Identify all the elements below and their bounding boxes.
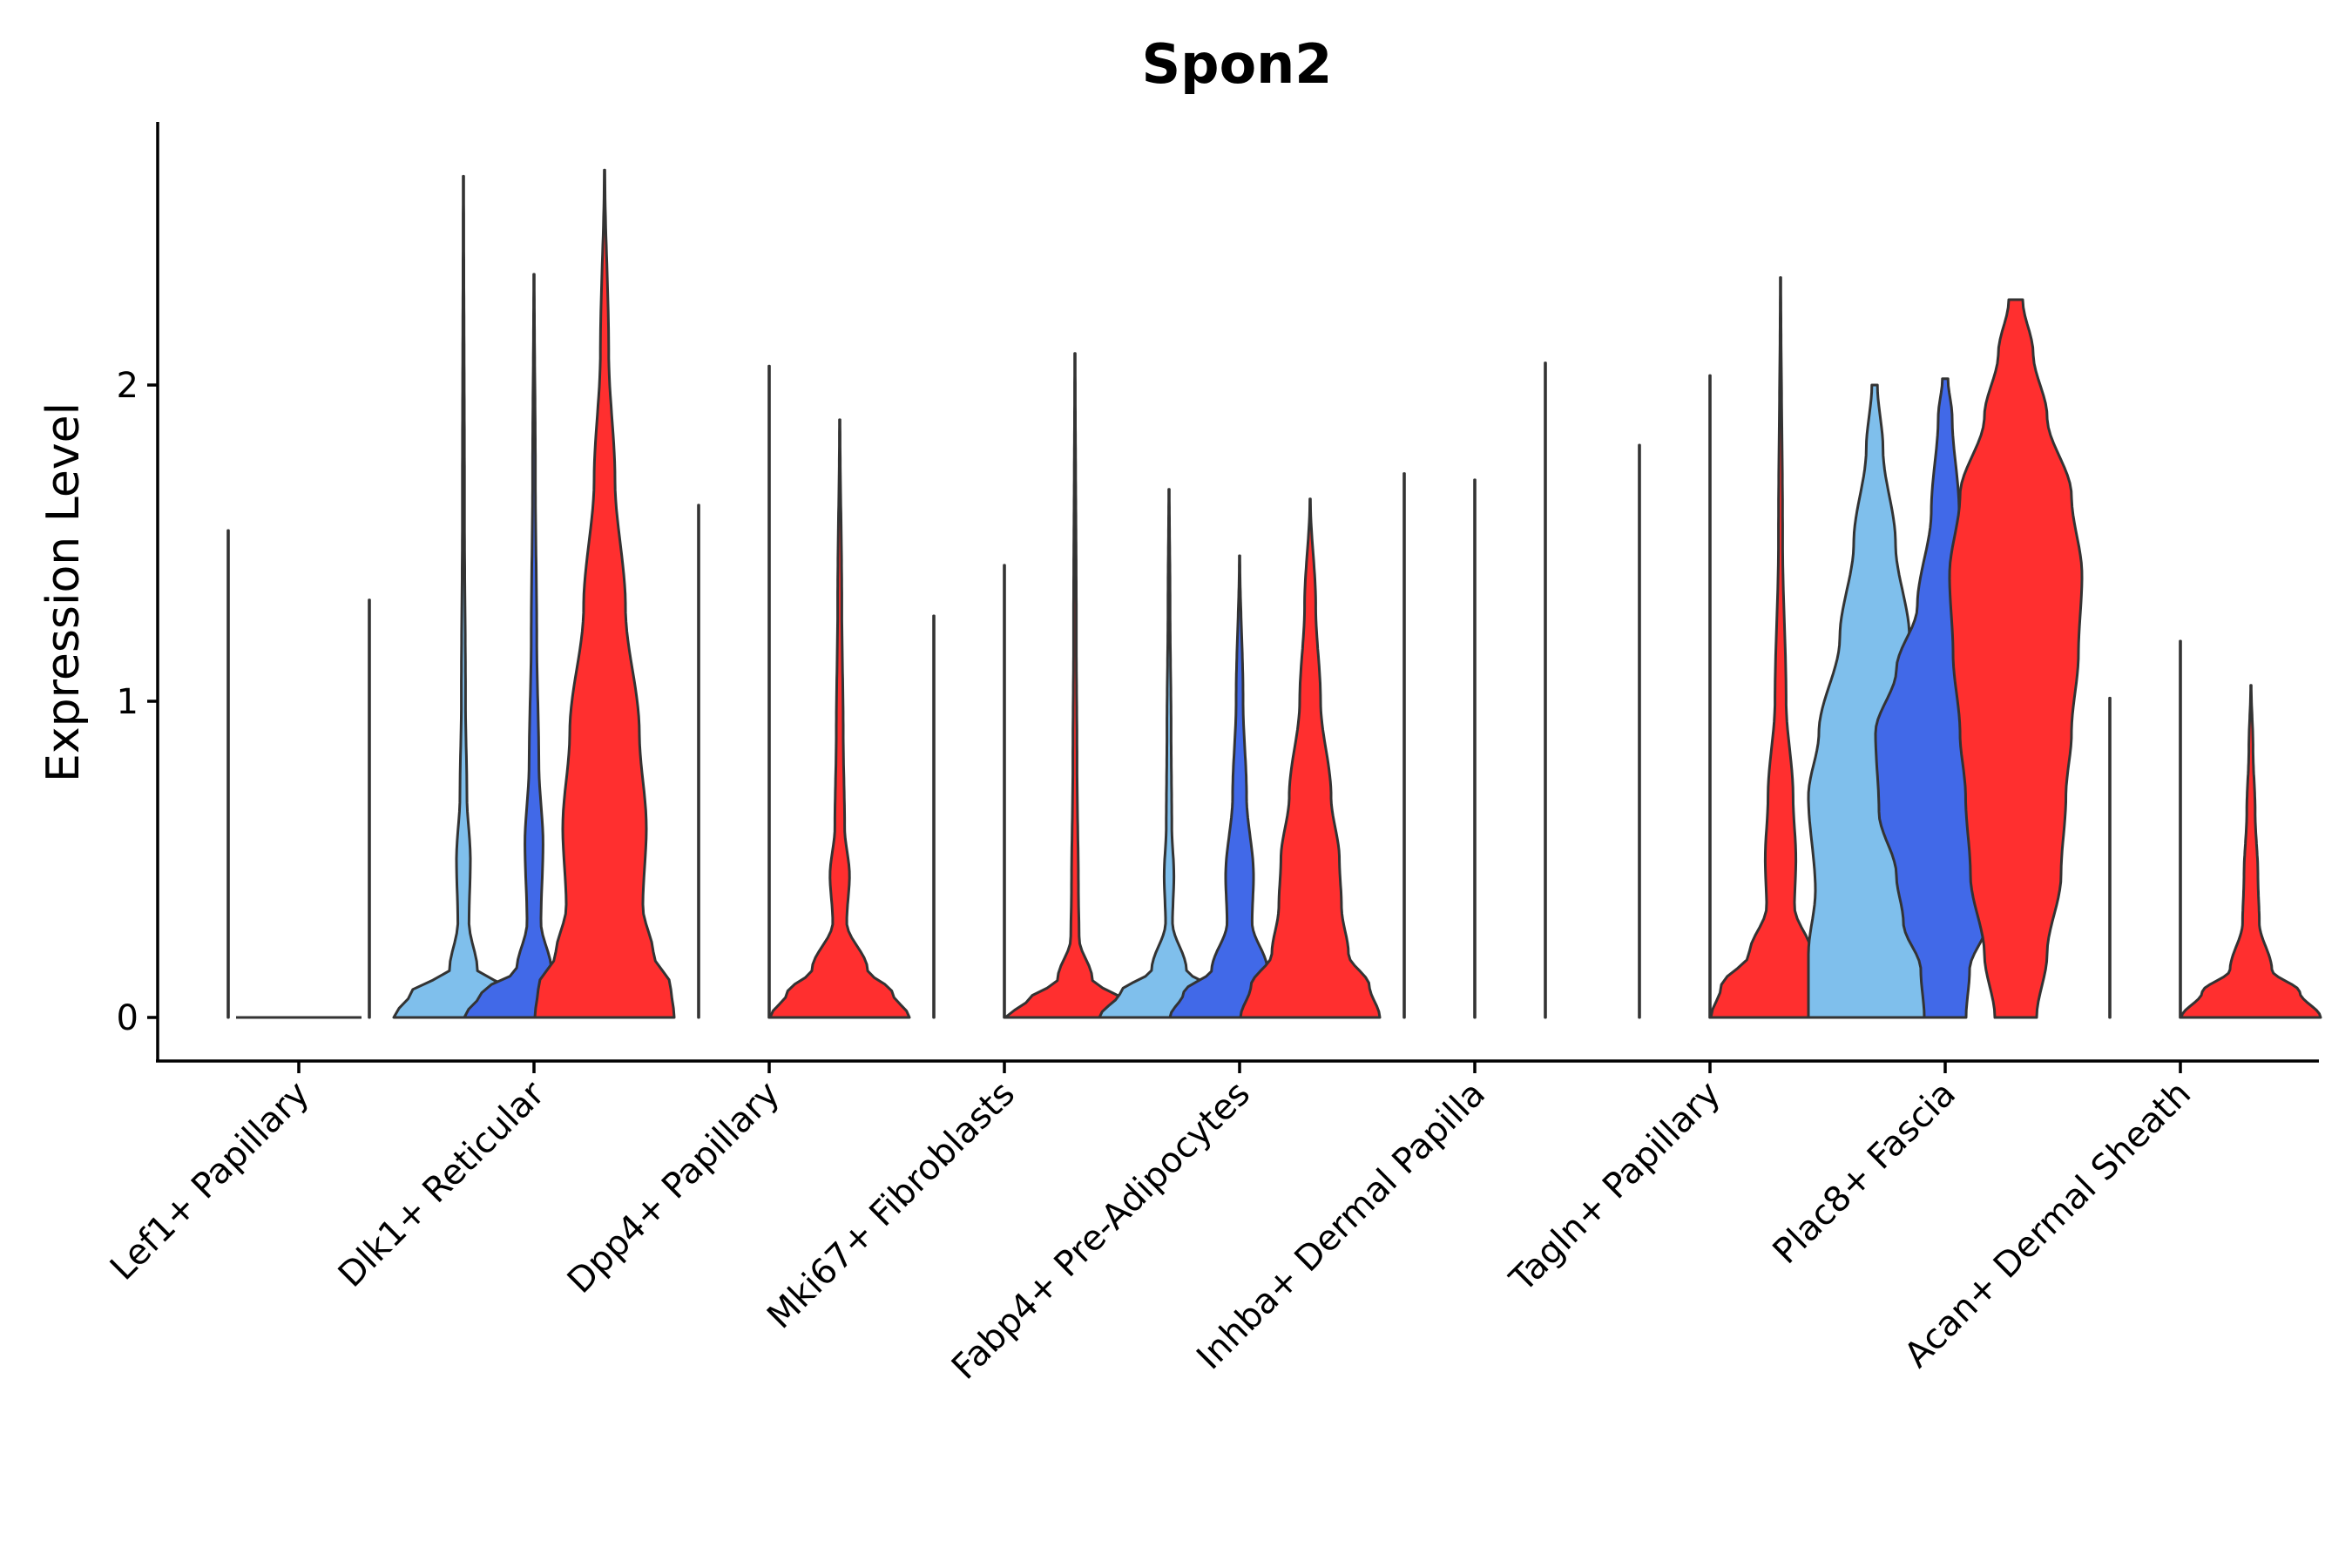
violin-5-group-2 <box>1473 478 1477 1019</box>
violin-layer <box>226 168 2322 1019</box>
violin-6-group-3 <box>1709 276 1852 1019</box>
x-tick-label-7: Plac8+ Fascia <box>1766 1074 1964 1273</box>
violin-6-group-1 <box>1638 443 1641 1019</box>
violin-4-group-3 <box>1239 497 1382 1019</box>
violin-5-group-3 <box>1544 362 1547 1019</box>
violin-1-group-1 <box>392 174 535 1019</box>
violin-8-group-3 <box>2180 684 2322 1019</box>
violin-1-group-2 <box>463 273 605 1019</box>
violin-6-group-2 <box>1708 374 1712 1019</box>
violin-0-group-1 <box>226 529 230 1019</box>
y-axis-title: Expression Level <box>37 402 90 782</box>
violin-2-group-2 <box>767 364 771 1019</box>
violin-5-group-1 <box>1402 472 1406 1019</box>
y-tick-label-0: 0 <box>117 998 139 1038</box>
violin-7-group-3 <box>1948 298 2084 1019</box>
violin-3-group-1 <box>932 614 936 1019</box>
violin-2-group-3 <box>768 418 911 1019</box>
x-tick-label-2: Dpp4+ Papillary <box>560 1074 787 1301</box>
violin-1-group-3 <box>533 168 676 1019</box>
y-axis-ticks: 0 1 2 <box>117 366 158 1038</box>
violin-3-group-3 <box>1004 352 1146 1019</box>
x-axis-ticks: Lef1+ Papillary Dlk1+ Reticular Dpp4+ Papi… <box>103 1061 2199 1388</box>
y-tick-label-2: 2 <box>117 366 139 406</box>
violin-4-group-1 <box>1098 488 1240 1019</box>
x-tick-label-6: Tagln+ Papillary <box>1502 1074 1728 1301</box>
y-tick-label-1: 1 <box>117 682 139 722</box>
violin-8-group-2 <box>2179 639 2182 1019</box>
x-tick-label-0: Lef1+ Papillary <box>103 1074 317 1288</box>
violin-8-group-1 <box>2108 696 2112 1019</box>
violin-0-group-3 <box>368 598 371 1019</box>
violin-4-group-2 <box>1168 554 1311 1019</box>
violin-2-group-1 <box>697 504 700 1019</box>
chart-title: Spon2 <box>1142 32 1333 96</box>
x-tick-label-1: Dlk1+ Reticular <box>331 1073 553 1295</box>
violin-3-group-2 <box>1003 564 1006 1019</box>
x-tick-label-3: Mki67+ Fibroblasts <box>760 1074 1023 1337</box>
